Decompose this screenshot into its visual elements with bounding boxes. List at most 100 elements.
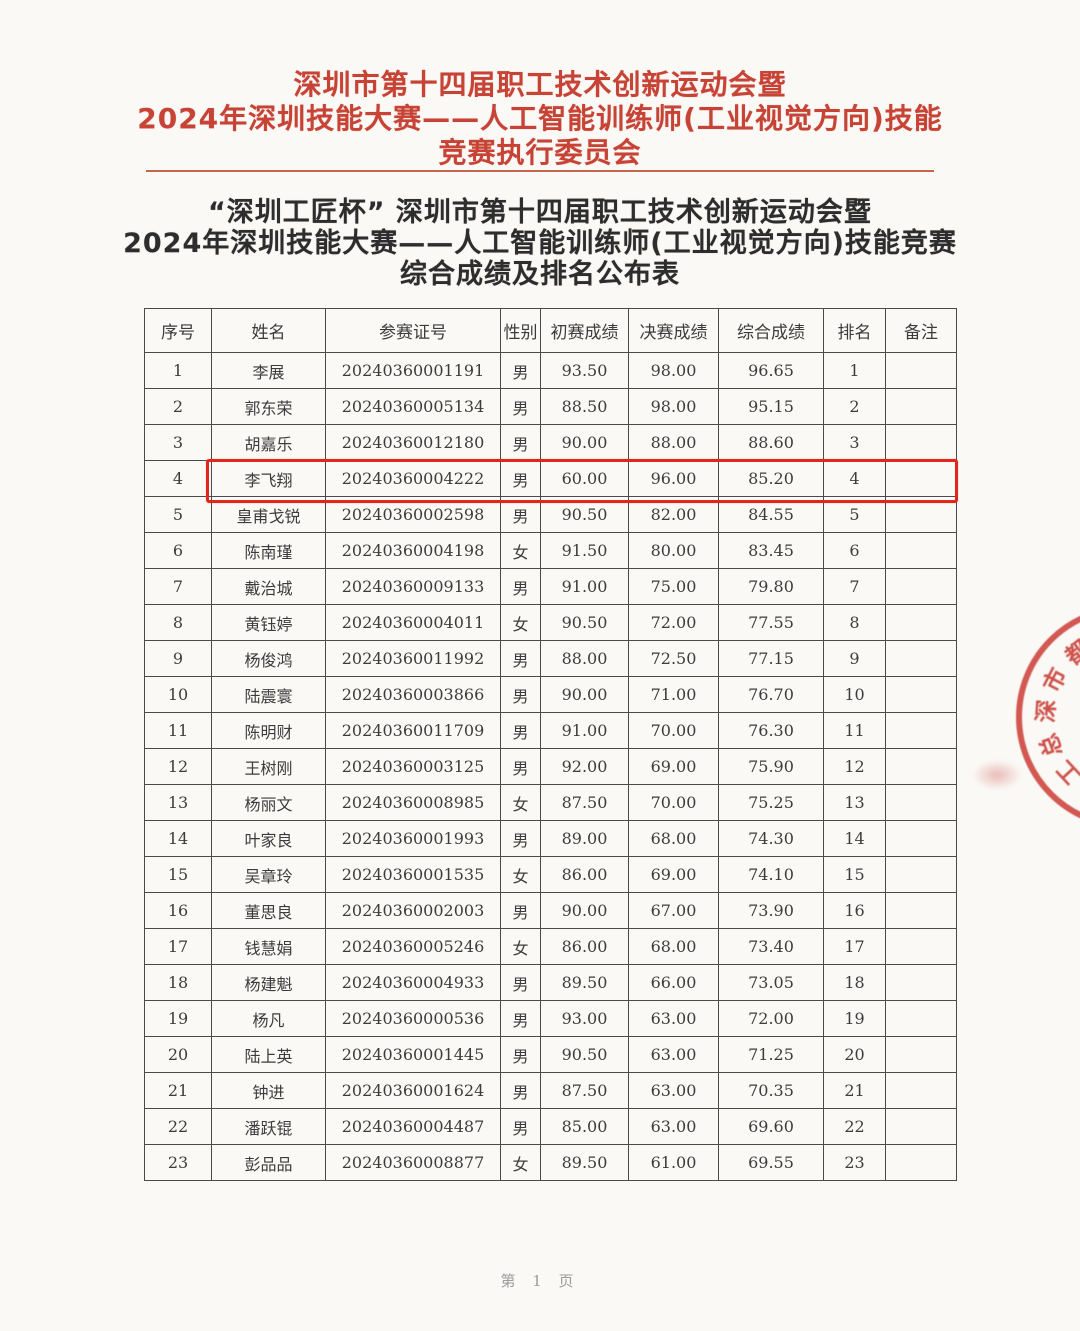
cell-gender: 女 <box>500 856 541 893</box>
cell-preliminary-score: 85.00 <box>540 1108 629 1145</box>
cell-entry-id: 20240360004011 <box>325 604 501 641</box>
cell-name: 叶家良 <box>211 820 326 857</box>
cell-note <box>885 532 957 569</box>
row-highlight-annotation <box>206 459 958 503</box>
cell-overall-score: 85.20 <box>718 460 824 497</box>
cell-note <box>885 964 957 1001</box>
cell-note <box>885 1000 957 1037</box>
cell-entry-id: 20240360001445 <box>325 1036 501 1073</box>
cell-note <box>885 424 957 461</box>
stamp-character: 深 <box>1033 698 1061 724</box>
cell-index: 12 <box>144 748 212 785</box>
cell-note <box>885 1144 957 1181</box>
cell-rank: 19 <box>823 1000 886 1037</box>
table-row: 17 钱慧娟 20240360005246 女 86.00 68.00 73.40 17 <box>144 928 957 965</box>
cell-note <box>885 892 957 929</box>
cell-final-score: 70.00 <box>628 712 719 749</box>
table-row: 12 王树刚 20240360003125 男 92.00 69.00 75.90 12 <box>144 748 957 785</box>
cell-entry-id: 20240360012180 <box>325 424 501 461</box>
document-title-line-3: 综合成绩及排名公布表 <box>400 259 680 290</box>
cell-rank: 21 <box>823 1072 886 1109</box>
cell-entry-id: 20240360011709 <box>325 712 501 749</box>
cell-preliminary-score: 87.50 <box>540 784 629 821</box>
cell-overall-score: 75.25 <box>718 784 824 821</box>
table-row: 22 潘跃锟 20240360004487 男 85.00 63.00 69.60 22 <box>144 1108 957 1145</box>
cell-gender: 男 <box>500 1036 541 1073</box>
cell-preliminary-score: 93.00 <box>540 1000 629 1037</box>
cell-rank: 7 <box>823 568 886 605</box>
cell-preliminary-score: 88.50 <box>540 388 629 425</box>
cell-name: 钟进 <box>211 1072 326 1109</box>
cell-rank: 8 <box>823 604 886 641</box>
cell-rank: 16 <box>823 892 886 929</box>
table-row: 19 杨凡 20240360000536 男 93.00 63.00 72.00 19 <box>144 1000 957 1037</box>
cell-gender: 女 <box>500 1144 541 1181</box>
cell-entry-id: 20240360009133 <box>325 568 501 605</box>
cell-gender: 男 <box>500 748 541 785</box>
cell-final-score: 63.00 <box>628 1108 719 1145</box>
cell-overall-score: 75.90 <box>718 748 824 785</box>
column-header-overall-score: 综合成绩 <box>718 308 824 353</box>
cell-gender: 男 <box>500 568 541 605</box>
cell-note <box>885 820 957 857</box>
table-row: 9 杨俊鸿 20240360011992 男 88.00 72.50 77.15 9 <box>144 640 957 677</box>
cell-overall-score: 74.30 <box>718 820 824 857</box>
cell-rank: 17 <box>823 928 886 965</box>
cell-name: 黄钰婷 <box>211 604 326 641</box>
committee-header-line-3: 竞赛执行委员会 <box>438 136 642 169</box>
cell-overall-score: 88.60 <box>718 424 824 461</box>
cell-name: 李展 <box>211 352 326 389</box>
cell-preliminary-score: 89.00 <box>540 820 629 857</box>
cell-overall-score: 71.25 <box>718 1036 824 1073</box>
cell-index: 6 <box>144 532 212 569</box>
cell-overall-score: 73.90 <box>718 892 824 929</box>
cell-final-score: 68.00 <box>628 928 719 965</box>
table-row: 20 陆上英 20240360001445 男 90.50 63.00 71.25 20 <box>144 1036 957 1073</box>
column-header-gender: 性别 <box>500 308 541 353</box>
cell-overall-score: 73.40 <box>718 928 824 965</box>
cell-index: 7 <box>144 568 212 605</box>
cell-overall-score: 95.15 <box>718 388 824 425</box>
cell-entry-id: 20240360004198 <box>325 532 501 569</box>
column-header-final-score: 决赛成绩 <box>628 308 719 353</box>
cell-gender: 男 <box>500 388 541 425</box>
cell-preliminary-score: 90.00 <box>540 892 629 929</box>
cell-index: 22 <box>144 1108 212 1145</box>
cell-gender: 女 <box>500 532 541 569</box>
cell-overall-score: 72.00 <box>718 1000 824 1037</box>
cell-entry-id: 20240360004933 <box>325 964 501 1001</box>
cell-name: 胡嘉乐 <box>211 424 326 461</box>
cell-rank: 11 <box>823 712 886 749</box>
cell-rank: 10 <box>823 676 886 713</box>
cell-entry-id: 20240360011992 <box>325 640 501 677</box>
cell-preliminary-score: 86.00 <box>540 928 629 965</box>
cell-preliminary-score: 92.00 <box>540 748 629 785</box>
cell-name: 杨凡 <box>211 1000 326 1037</box>
cell-name: 潘跃锟 <box>211 1108 326 1145</box>
cell-note <box>885 856 957 893</box>
cell-name: 陆震寰 <box>211 676 326 713</box>
cell-final-score: 72.50 <box>628 640 719 677</box>
cell-rank: 23 <box>823 1144 886 1181</box>
table-row: 10 陆震寰 20240360003866 男 90.00 71.00 76.70 10 <box>144 676 957 713</box>
cell-index: 4 <box>144 460 212 497</box>
cell-preliminary-score: 89.50 <box>540 964 629 1001</box>
document-title-line-2: 2024年深圳技能大赛——人工智能训练师(工业视觉方向)技能竞赛 <box>123 228 957 259</box>
cell-final-score: 98.00 <box>628 352 719 389</box>
cell-index: 18 <box>144 964 212 1001</box>
cell-index: 1 <box>144 352 212 389</box>
cell-final-score: 67.00 <box>628 892 719 929</box>
document-title: “深圳工匠杯” 深圳市第十四届职工技术创新运动会暨 2024年深圳技能大赛——人… <box>0 197 1080 290</box>
cell-name: 杨丽文 <box>211 784 326 821</box>
cell-final-score: 63.00 <box>628 1072 719 1109</box>
cell-final-score: 71.00 <box>628 676 719 713</box>
cell-final-score: 80.00 <box>628 532 719 569</box>
cell-rank: 3 <box>823 424 886 461</box>
table-row: 15 吴章玲 20240360001535 女 86.00 69.00 74.10 15 <box>144 856 957 893</box>
cell-gender: 男 <box>500 1000 541 1037</box>
cell-index: 17 <box>144 928 212 965</box>
cell-overall-score: 76.30 <box>718 712 824 749</box>
cell-name: 陈明财 <box>211 712 326 749</box>
table-row: 11 陈明财 20240360011709 男 91.00 70.00 76.30 11 <box>144 712 957 749</box>
cell-name: 杨俊鸿 <box>211 640 326 677</box>
